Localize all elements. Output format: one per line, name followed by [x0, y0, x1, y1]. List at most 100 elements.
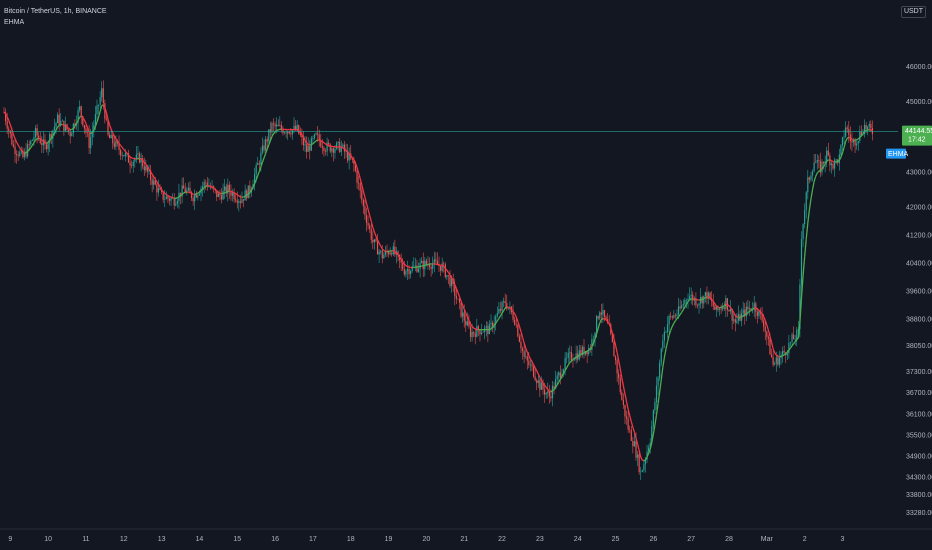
ehma-segment: [365, 203, 369, 210]
ehma-segment: [170, 196, 173, 199]
candle-body: [55, 123, 57, 127]
ehma-segment: [22, 151, 25, 154]
candle-body: [703, 295, 705, 304]
ehma-segment: [545, 386, 549, 390]
price-axis[interactable]: 46000.0045000.0044000.0043000.0042000.00…: [906, 64, 932, 517]
ehma-segment: [443, 266, 446, 269]
ehma-segment: [703, 297, 706, 300]
candle-body: [611, 333, 613, 343]
candle-body: [559, 372, 561, 378]
candle-body: [648, 447, 650, 452]
candle-body: [714, 306, 716, 310]
candle-body: [770, 354, 773, 358]
candle-body: [566, 357, 568, 359]
candle-body: [142, 158, 144, 167]
ehma-segment: [807, 209, 811, 223]
ehma-segment: [326, 144, 329, 147]
ehma-segment: [243, 195, 246, 198]
candle-body: [663, 331, 665, 341]
ehma-segment: [233, 192, 237, 195]
candle-body: [573, 359, 576, 361]
ehma-segment: [552, 389, 555, 392]
candle-body: [802, 224, 804, 240]
candle-body: [503, 301, 505, 303]
candle-body: [752, 309, 754, 311]
candle-body: [745, 306, 747, 317]
ehma-segment: [540, 379, 544, 384]
candle-body: [695, 298, 697, 305]
time-axis[interactable]: 9 10 11 12 13 14 15 16 17 18 19 20 21 22 23 24 25 26 27 28 M…: [0, 528, 932, 543]
symbol-title[interactable]: Bitcoin / TetherUS, 1h, BINANCE: [4, 8, 107, 15]
candle-body: [265, 139, 267, 151]
ehma-segment: [235, 193, 238, 196]
candle-body: [4, 112, 7, 121]
candle-body: [104, 103, 106, 119]
candle-body: [786, 353, 788, 356]
candle-body: [302, 136, 305, 146]
candle-body: [79, 106, 81, 111]
indicator-name[interactable]: EHMA: [4, 19, 25, 26]
ehma-segment: [570, 359, 574, 362]
candle-body: [692, 294, 694, 301]
candle-body: [326, 142, 328, 152]
ehma-segment: [493, 322, 497, 326]
candle-body: [668, 315, 670, 325]
ehma-segment: [769, 335, 773, 343]
ehma-segment: [20, 149, 24, 153]
ehma-segment: [665, 341, 669, 350]
ehma-segment: [633, 432, 637, 439]
ehma-segment: [452, 280, 456, 285]
candle-body: [860, 131, 862, 135]
candle-body: [261, 145, 264, 153]
ehma-segment: [586, 349, 590, 352]
ehma-segment: [588, 348, 591, 351]
ehma-segment: [376, 239, 380, 244]
ehma-segment: [731, 309, 735, 313]
ehma-segment: [838, 156, 842, 161]
currency-badge[interactable]: USDT: [900, 6, 926, 18]
candle-body: [394, 246, 396, 255]
candle-body: [74, 123, 76, 126]
candle-body: [88, 133, 90, 148]
candle-body: [545, 392, 547, 395]
candle-body: [868, 123, 870, 127]
candle-body: [819, 161, 822, 173]
candlestick-series: [3, 80, 874, 480]
ehma-segment: [325, 143, 328, 146]
candle-body: [439, 266, 442, 271]
ehma-segment: [55, 126, 59, 131]
candle-body: [266, 139, 268, 142]
ehma-segment: [121, 147, 125, 150]
ehma-segment: [471, 326, 475, 329]
candle-body: [517, 325, 519, 337]
candle-body: [384, 250, 387, 255]
ehma-segment: [845, 138, 848, 142]
candle-body: [216, 189, 218, 198]
candle-body: [774, 363, 776, 365]
ehma-segment: [616, 352, 620, 361]
candle-body: [720, 308, 722, 310]
candle-body: [206, 182, 208, 187]
candle-body: [320, 140, 322, 147]
ehma-segment: [547, 388, 550, 392]
ehma-segment: [583, 351, 586, 354]
candle-body: [129, 162, 131, 166]
candle-body: [164, 198, 166, 200]
ehma-segment: [211, 186, 214, 189]
candle-body: [660, 348, 662, 364]
ehma-segment: [35, 138, 38, 141]
ehma-segment: [77, 116, 81, 121]
candle-body: [438, 265, 440, 267]
candle-body: [515, 324, 517, 326]
ehma-segment: [83, 119, 87, 124]
candle-body: [367, 223, 369, 226]
ehma-segment: [627, 408, 631, 416]
candle-body: [466, 321, 468, 326]
candle-body: [282, 129, 284, 134]
y-tick-label: 40400.00: [906, 260, 932, 267]
ehma-segment: [107, 119, 111, 126]
candle-body: [231, 192, 234, 196]
ehma-segment: [734, 314, 738, 318]
ehma-segment: [643, 459, 646, 462]
